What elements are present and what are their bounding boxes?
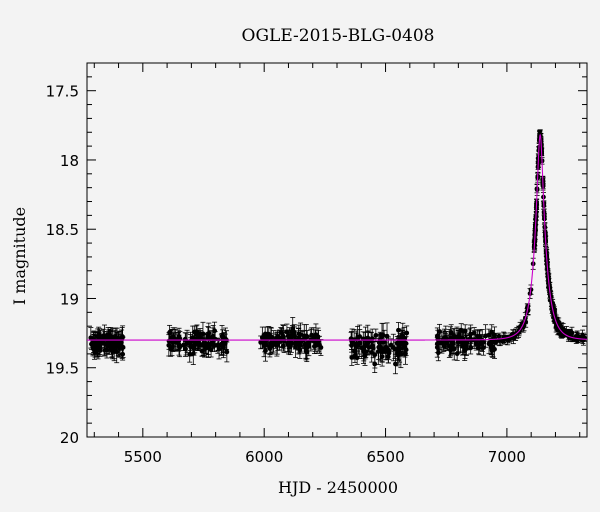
data-point xyxy=(194,324,200,339)
y-tick-label: 18.5 xyxy=(46,221,79,239)
y-tick-label: 19.5 xyxy=(46,360,79,378)
data-point xyxy=(280,325,286,350)
data-point xyxy=(187,334,193,356)
data-point xyxy=(381,329,387,354)
data-point xyxy=(315,327,321,346)
data-point xyxy=(384,322,390,351)
data-point xyxy=(296,336,302,354)
data-point xyxy=(486,333,492,355)
data-point xyxy=(219,333,225,355)
data-point xyxy=(397,342,403,363)
data-points xyxy=(88,129,588,375)
y-tick-label: 18 xyxy=(60,152,79,170)
data-point xyxy=(505,334,511,346)
plot-frame xyxy=(86,62,588,438)
data-point xyxy=(349,328,355,357)
chart-title: OGLE-2015-BLG-0408 xyxy=(242,26,435,46)
data-point xyxy=(357,324,363,349)
x-tick-label: 6500 xyxy=(366,448,404,466)
data-point xyxy=(496,332,502,340)
data-point xyxy=(372,354,378,373)
data-point xyxy=(203,338,209,354)
data-point xyxy=(436,331,442,353)
x-axis-label: HJD - 2450000 xyxy=(278,478,398,497)
major-ticks xyxy=(87,63,587,438)
x-tick-label: 6000 xyxy=(245,448,283,466)
data-point xyxy=(480,335,486,350)
y-axis-label: I magnitude xyxy=(10,207,29,305)
data-point xyxy=(183,332,189,356)
data-point xyxy=(370,338,376,359)
y-tick-label: 17.5 xyxy=(46,83,79,101)
data-point xyxy=(455,330,461,355)
x-tick-label: 7000 xyxy=(488,448,526,466)
minor-ticks xyxy=(87,62,587,437)
data-point xyxy=(574,332,580,340)
data-point xyxy=(362,345,368,366)
data-point xyxy=(304,342,310,363)
data-point xyxy=(216,338,222,360)
data-point xyxy=(261,333,267,358)
data-point xyxy=(490,336,496,358)
data-point xyxy=(401,326,407,349)
data-point xyxy=(110,334,116,346)
y-tick-label: 19 xyxy=(60,290,79,308)
y-tick-label: 20 xyxy=(60,429,79,447)
y-tick-labels: 17.5 18 18.5 19 19.5 20 xyxy=(46,83,79,447)
data-point xyxy=(208,342,214,358)
x-tick-labels: 5500 6000 6500 7000 xyxy=(124,448,526,466)
data-point xyxy=(275,330,281,343)
data-point xyxy=(303,324,309,348)
data-point xyxy=(95,334,101,354)
data-point xyxy=(258,335,264,350)
data-point xyxy=(224,341,230,363)
data-point xyxy=(211,338,217,352)
data-point xyxy=(458,323,464,338)
x-tick-label: 5500 xyxy=(124,448,162,466)
data-point xyxy=(392,353,398,375)
data-point xyxy=(267,335,273,358)
data-point xyxy=(463,341,469,356)
plot-area xyxy=(86,62,588,438)
data-point xyxy=(286,339,292,353)
data-point xyxy=(104,341,110,359)
model-curve xyxy=(87,133,588,341)
data-point xyxy=(311,338,317,354)
